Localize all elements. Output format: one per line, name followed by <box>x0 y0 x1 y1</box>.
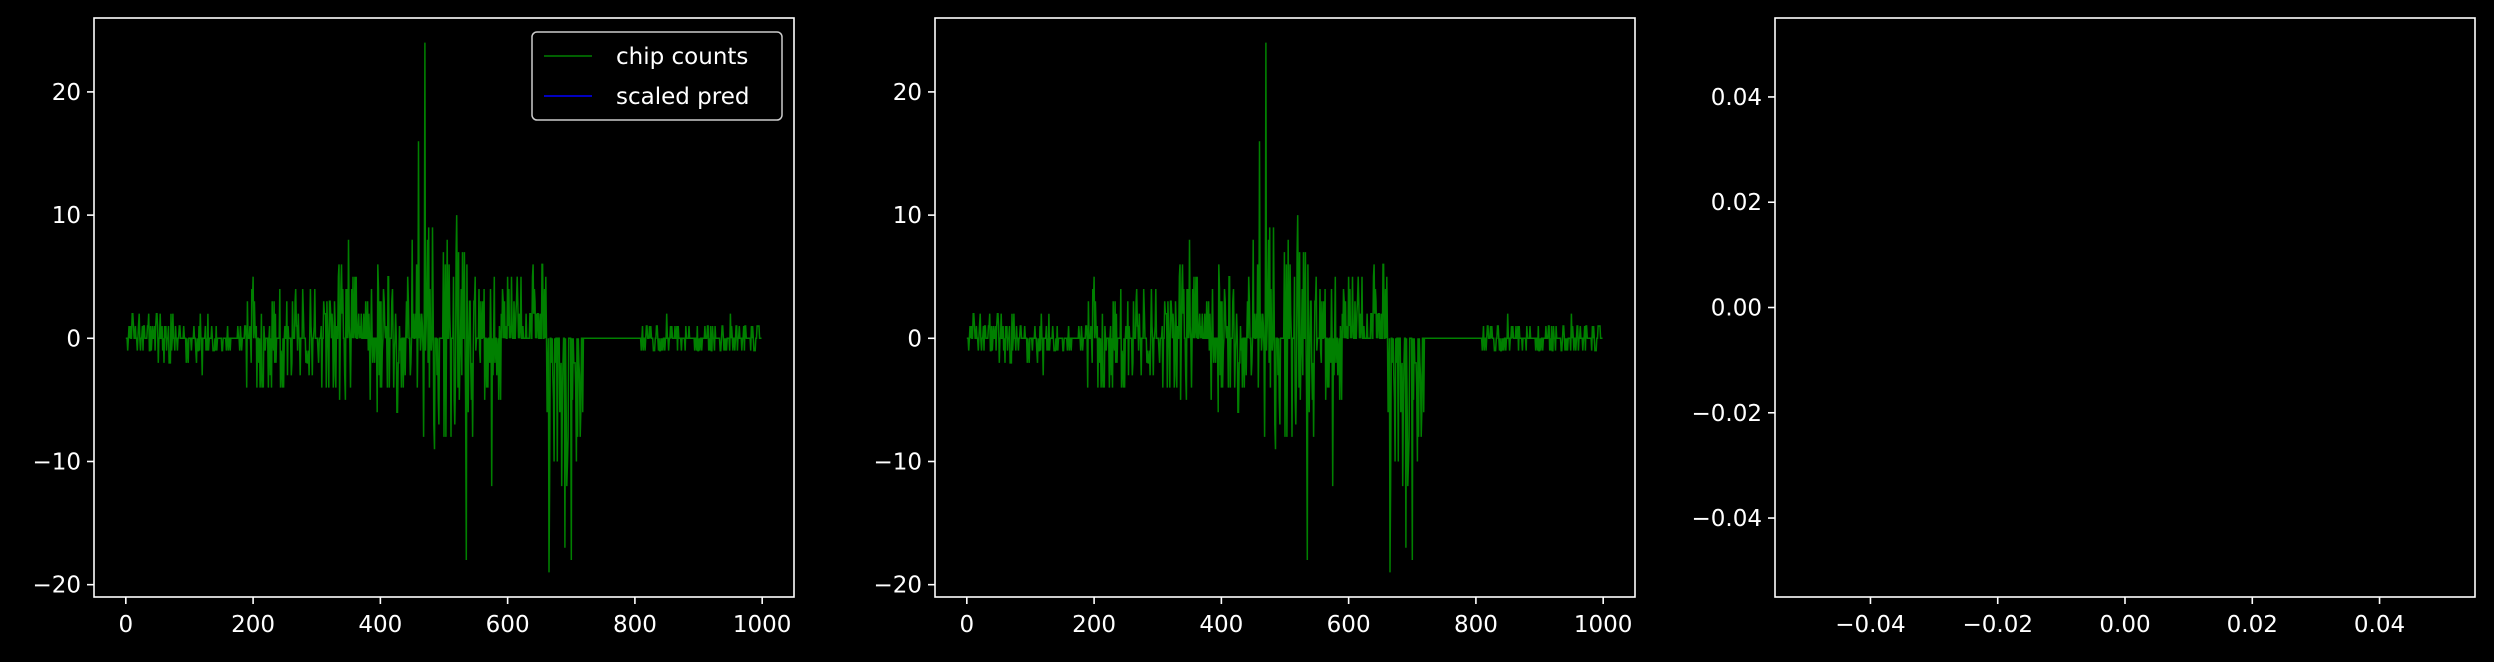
panel-left: 0 200 400 600 800 1000 −20 −10 0 10 20 chip counts s… <box>32 17 795 638</box>
x-tick-label: 0 <box>118 612 133 638</box>
y-tick-label: 20 <box>52 80 81 106</box>
legend: chip counts scaled pred <box>531 31 783 121</box>
x-tick-label: 400 <box>358 612 402 638</box>
x-tick-label: 600 <box>486 612 530 638</box>
x-tick-label: 0.04 <box>2354 612 2405 638</box>
y-tick-label: 10 <box>893 203 922 229</box>
x-tick-label: 1000 <box>1574 612 1633 638</box>
chip-counts-line <box>966 42 1603 573</box>
y-tick-label: −20 <box>873 573 922 599</box>
y-tick-label: 0 <box>907 326 922 352</box>
legend-box <box>531 31 783 121</box>
axes-frame <box>934 17 1636 598</box>
y-tick-label: −0.04 <box>1692 506 1762 532</box>
chip-counts-line <box>125 42 762 573</box>
y-tick-label: 10 <box>52 203 81 229</box>
legend-label: chip counts <box>616 44 748 70</box>
axes-frame <box>93 17 795 598</box>
y-tick-label: 0.00 <box>1711 296 1762 322</box>
x-tick-label: 0.02 <box>2227 612 2278 638</box>
y-tick-label: 20 <box>893 80 922 106</box>
y-tick-label: −0.02 <box>1692 401 1762 427</box>
y-tick-label: −20 <box>32 573 81 599</box>
x-tick-label: 600 <box>1327 612 1371 638</box>
x-tick-label: 400 <box>1199 612 1243 638</box>
x-tick-label: −0.04 <box>1835 612 1905 638</box>
legend-label: scaled pred <box>616 84 749 110</box>
y-tick-label: 0.02 <box>1711 190 1762 216</box>
y-tick-label: −10 <box>873 449 922 475</box>
y-tick-label: 0.04 <box>1711 85 1762 111</box>
x-tick-label: 0 <box>959 612 974 638</box>
y-tick-label: −10 <box>32 449 81 475</box>
y-tick-label: 0 <box>66 326 81 352</box>
x-tick-label: 200 <box>1072 612 1116 638</box>
x-tick-label: 200 <box>231 612 275 638</box>
x-tick-label: 0.00 <box>2099 612 2150 638</box>
x-tick-label: 800 <box>1454 612 1498 638</box>
panel-right: −0.04 −0.02 0.00 0.02 0.04 −0.04 −0.02 0.00 0.02… <box>1692 17 2476 638</box>
x-tick-label: −0.02 <box>1962 612 2032 638</box>
x-tick-label: 1000 <box>733 612 792 638</box>
panel-middle: 0 200 400 600 800 1000 −20 −10 0 10 20 <box>873 17 1636 638</box>
x-tick-label: 800 <box>613 612 657 638</box>
